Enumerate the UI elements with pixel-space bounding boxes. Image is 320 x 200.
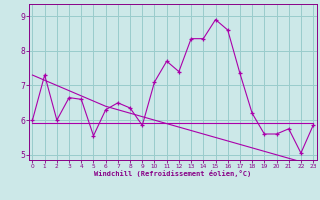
X-axis label: Windchill (Refroidissement éolien,°C): Windchill (Refroidissement éolien,°C) [94,170,252,177]
